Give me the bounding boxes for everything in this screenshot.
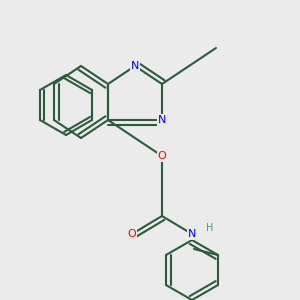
Text: O: O: [128, 229, 136, 239]
Text: N: N: [131, 61, 139, 71]
Text: N: N: [188, 229, 196, 239]
Text: N: N: [158, 115, 166, 125]
Text: H: H: [206, 223, 214, 233]
Text: O: O: [158, 151, 166, 161]
